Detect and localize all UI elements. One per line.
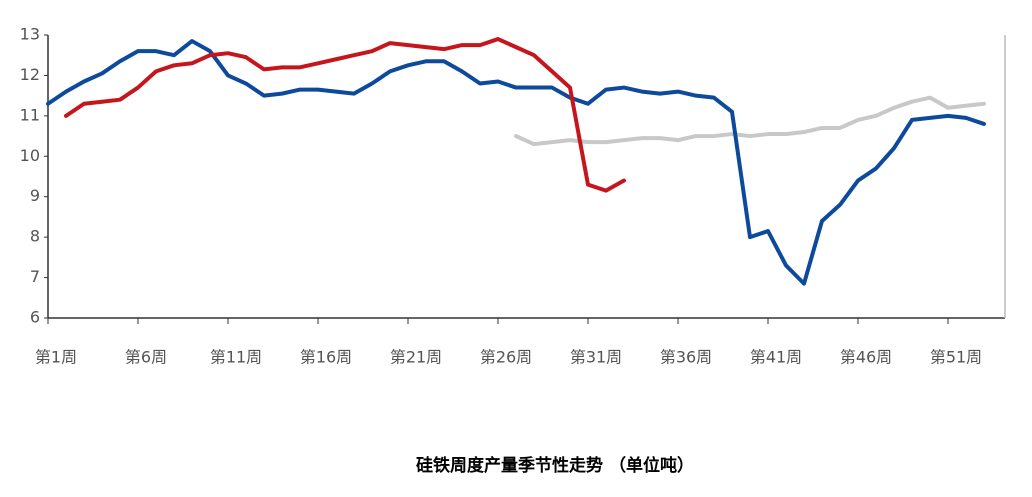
series-line [64,37,626,193]
x-tick-label: 第21周 [390,348,442,367]
y-tick-label: 12 [20,65,40,84]
series-line [514,95,986,147]
x-tick-label: 第16周 [300,348,352,367]
y-tick-label: 8 [30,227,40,246]
y-tick-label: 9 [30,186,40,205]
x-tick-label: 第31周 [570,348,622,367]
y-tick-label: 6 [30,308,40,327]
x-tick-label: 第1周 [35,348,77,367]
y-tick-label: 13 [20,25,40,44]
y-tick-label: 7 [30,267,40,286]
series-line [46,39,986,286]
x-tick-label: 第51周 [930,348,982,367]
x-tick-label: 第46周 [840,348,892,367]
x-tick-label: 第41周 [750,348,802,367]
chart-title: 硅铁周度产量季节性走势 （单位吨） [416,455,694,476]
x-tick-label: 第6周 [125,348,167,367]
x-tick-label: 第36周 [660,348,712,367]
y-tick-label: 11 [20,105,40,124]
y-tick-label: 10 [20,146,40,165]
x-tick-label: 第26周 [480,348,532,367]
x-tick-label: 第11周 [210,348,262,367]
